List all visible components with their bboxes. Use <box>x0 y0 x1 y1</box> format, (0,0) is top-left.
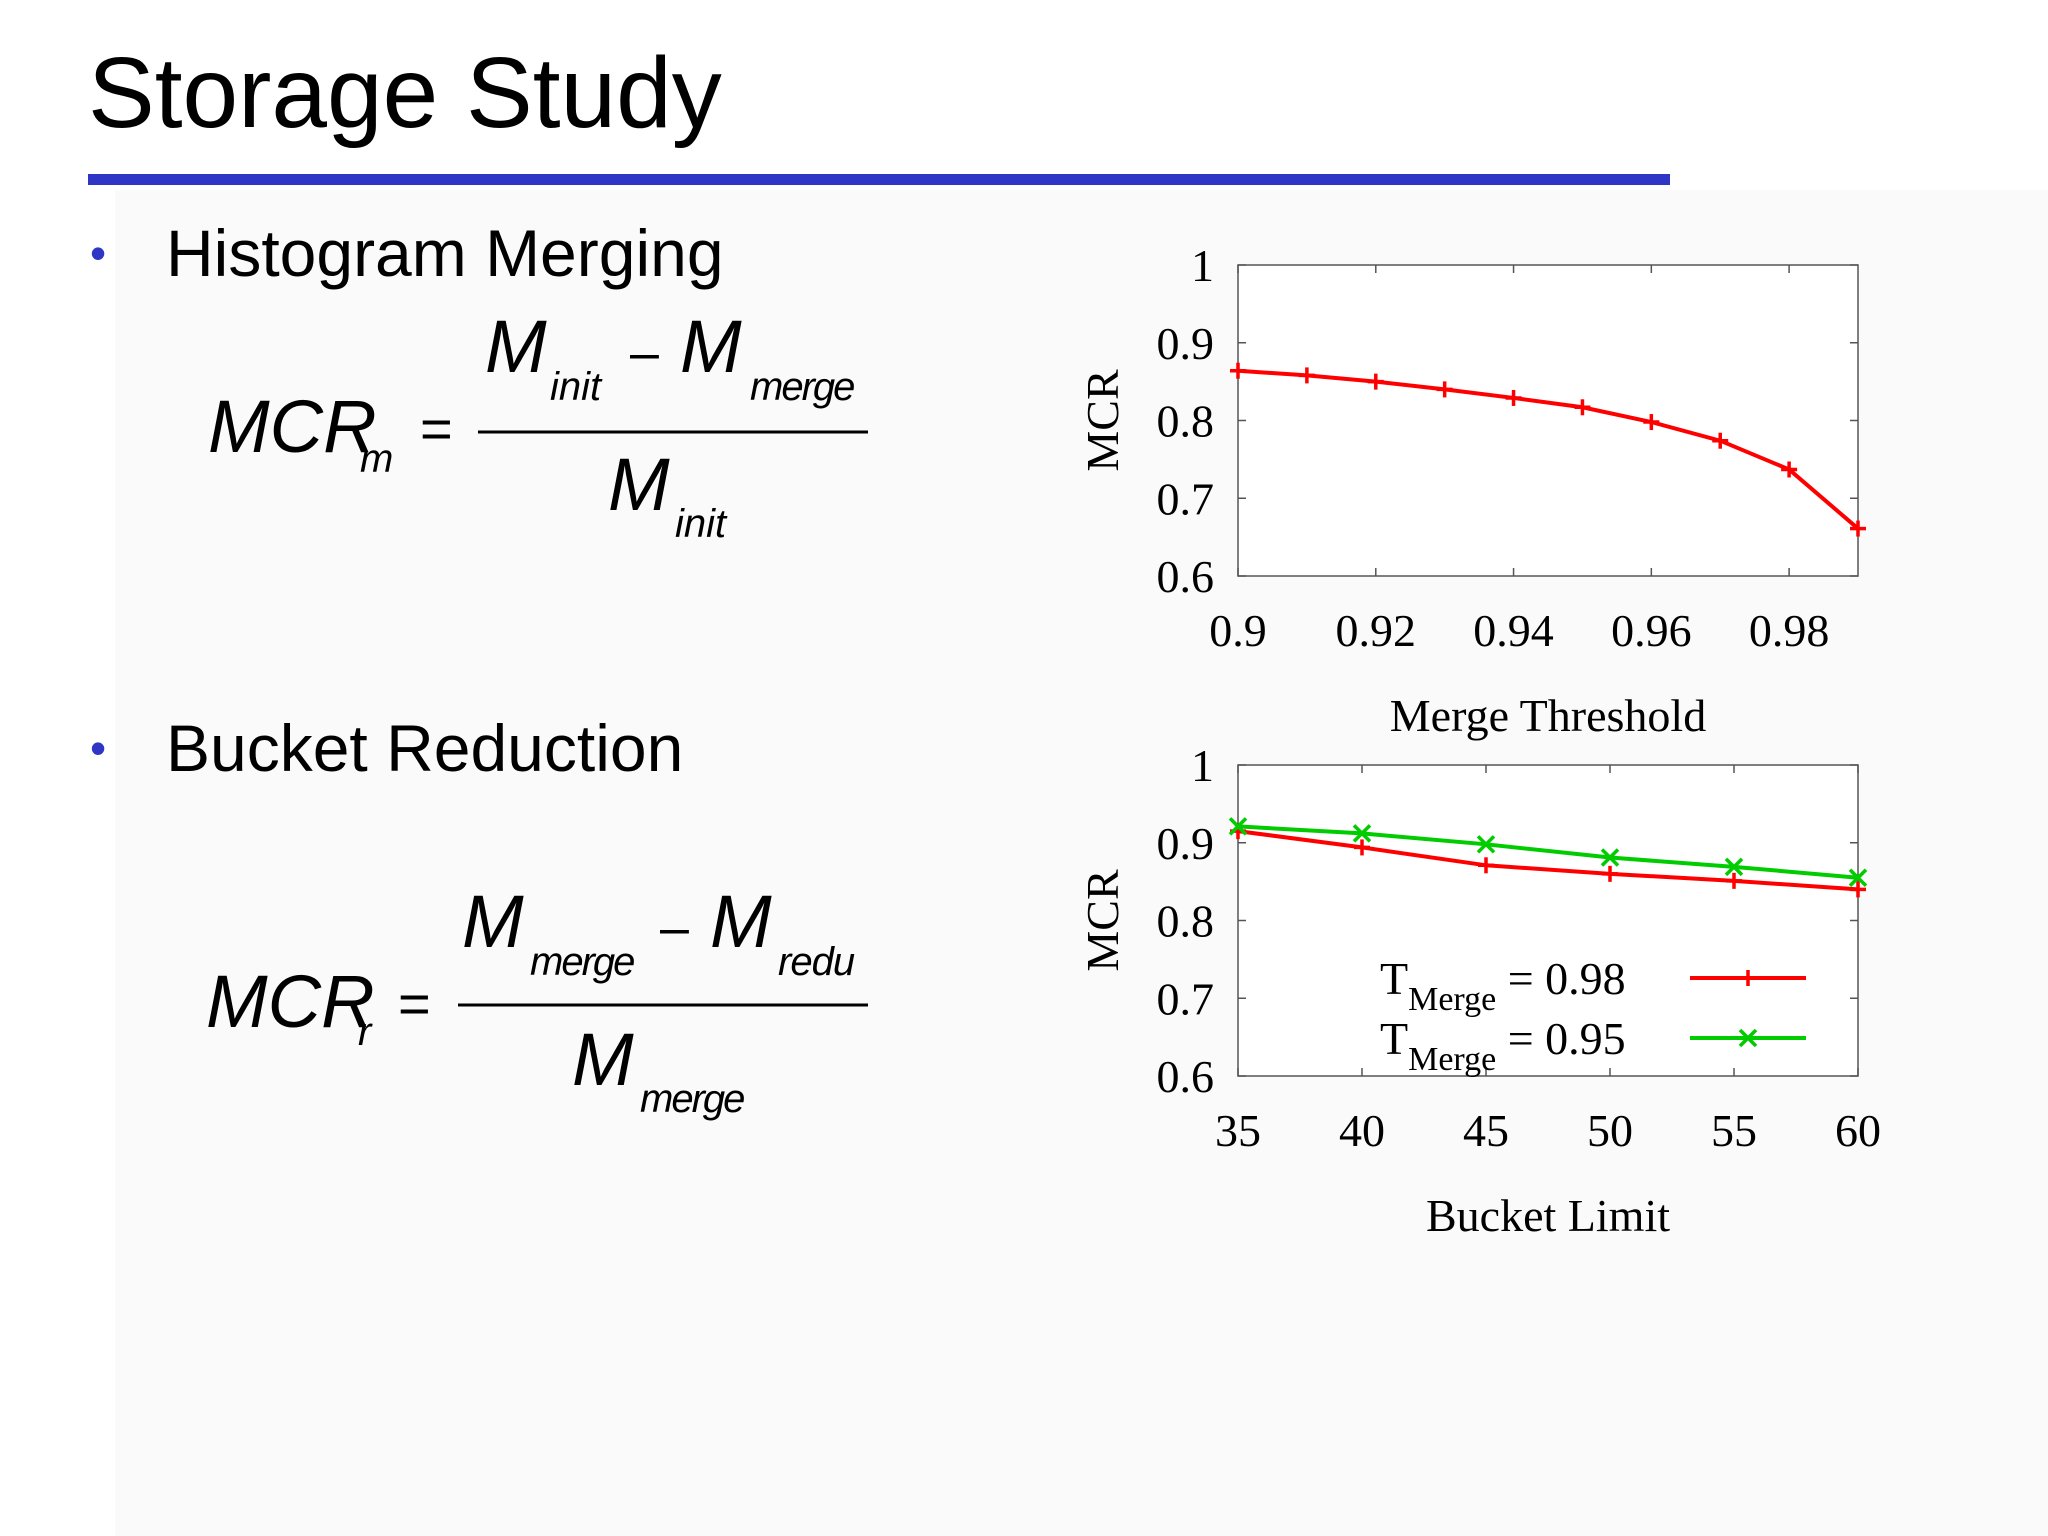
slide-title: Storage Study <box>88 37 722 149</box>
chart-merge-threshold: 0.6 0.7 0.8 0.9 1 0.9 0.92 0.94 0.96 0.98 Merge Th… <box>1000 220 1950 760</box>
x-tick-label: 60 <box>1835 1105 1881 1156</box>
formula-merging: MCR m = M init – M merge M init <box>200 305 900 560</box>
x-axis-label: Merge Threshold <box>1390 690 1706 741</box>
formula-den: M <box>608 443 670 526</box>
plot-frame <box>1237 764 1859 1077</box>
formula-num-a-sub: init <box>550 365 603 409</box>
x-tick-label: 0.9 <box>1209 605 1267 656</box>
cross-marker <box>1352 824 1372 843</box>
formula-equals: = <box>398 972 431 1035</box>
formula-minus: – <box>660 899 689 957</box>
x-tick-label: 0.98 <box>1749 605 1830 656</box>
y-tick-label: 0.6 <box>1157 551 1215 602</box>
formula-lhs: MCR <box>206 960 375 1043</box>
cross-marker <box>1848 868 1868 887</box>
cross-marker <box>1738 1028 1758 1048</box>
plus-marker <box>1574 399 1591 416</box>
y-tick-label: 0.8 <box>1157 396 1215 447</box>
plus-marker <box>1850 520 1866 537</box>
formula-minus: – <box>630 324 659 382</box>
legend-label: TMerge = 0.95 <box>1380 1013 1626 1078</box>
y-tick-label: 1 <box>1191 740 1214 791</box>
plus-marker <box>1850 881 1866 898</box>
plus-marker <box>1740 970 1756 986</box>
plus-marker <box>1230 362 1246 379</box>
chart-bucket-limit: 0.6 0.7 0.8 0.9 1 35 40 45 50 55 60 Bucket Limit MCR… <box>1000 720 1950 1260</box>
series-line <box>1237 824 1859 880</box>
formula-den-sub: merge <box>640 1077 744 1121</box>
plus-marker <box>1781 461 1798 478</box>
formula-num-b: M <box>710 895 772 963</box>
bullet-text: Histogram Merging <box>166 216 724 290</box>
cross-marker <box>1724 857 1744 877</box>
plus-marker <box>1436 381 1453 398</box>
cross-marker <box>1228 817 1248 836</box>
plus-marker <box>1298 367 1315 384</box>
plus-marker <box>1712 432 1729 449</box>
bullet-dot-icon: • <box>90 722 107 774</box>
y-tick-label: 0.7 <box>1157 473 1215 524</box>
bullet-bucket-reduction: • Bucket Reduction <box>90 710 683 786</box>
formula-num-b-sub: merge <box>750 365 854 409</box>
plus-marker <box>1726 872 1742 889</box>
bullet-dot-icon: • <box>90 227 107 279</box>
x-tick-label: 45 <box>1463 1105 1509 1156</box>
y-axis-label: MCR <box>1077 869 1128 972</box>
x-axis-label: Bucket Limit <box>1426 1190 1670 1241</box>
formula-den: M <box>572 1018 634 1101</box>
y-axis-label: MCR <box>1077 369 1128 472</box>
plus-marker <box>1643 414 1660 431</box>
plot-frame <box>1237 264 1859 577</box>
plus-marker <box>1602 865 1618 882</box>
x-tick-label: 35 <box>1215 1105 1261 1156</box>
y-tick-label: 1 <box>1191 240 1214 291</box>
series-line <box>1237 829 1859 892</box>
y-tick-label: 0.9 <box>1157 318 1215 369</box>
formula-equals: = <box>420 397 453 460</box>
series-line <box>1237 368 1860 531</box>
plus-marker <box>1478 857 1494 874</box>
x-tick-label: 0.96 <box>1611 605 1692 656</box>
formula-num-b-sub: redu <box>778 940 855 984</box>
formula-num-a: M <box>462 895 524 963</box>
formula-den-sub: init <box>675 502 728 546</box>
legend-label: TMerge = 0.98 <box>1380 953 1626 1018</box>
bullet-text: Bucket Reduction <box>166 711 684 785</box>
title-underline <box>88 174 1670 185</box>
cross-marker <box>1476 835 1496 854</box>
chart-merge-threshold-svg: 0.6 0.7 0.8 0.9 1 0.9 0.92 0.94 0.96 0.98 Merge Th… <box>1077 240 1866 741</box>
y-tick-label: 0.6 <box>1157 1051 1215 1102</box>
x-tick-label: 0.94 <box>1473 605 1554 656</box>
cross-marker <box>1600 848 1620 867</box>
formula-lhs: MCR <box>208 385 377 468</box>
x-tick-label: 55 <box>1711 1105 1757 1156</box>
bullet-histogram-merging: • Histogram Merging <box>90 215 724 291</box>
formula-num-b: M <box>680 320 742 388</box>
plus-marker <box>1505 389 1522 406</box>
formula-reduction: MCR r = M merge – M redu M merge <box>200 880 900 1135</box>
formula-lhs-sub: r <box>358 1010 373 1054</box>
chart-bucket-limit-svg: 0.6 0.7 0.8 0.9 1 35 40 45 50 55 60 Bucket Limit MCR… <box>1077 740 1881 1241</box>
plus-marker <box>1354 839 1370 856</box>
x-tick-label: 0.92 <box>1336 605 1417 656</box>
y-tick-label: 0.9 <box>1157 818 1215 869</box>
formula-num-a-sub: merge <box>530 940 634 984</box>
formula-num-a: M <box>485 320 547 388</box>
x-tick-label: 40 <box>1339 1105 1385 1156</box>
x-tick-label: 50 <box>1587 1105 1633 1156</box>
plus-marker <box>1367 373 1384 390</box>
y-tick-label: 0.7 <box>1157 973 1215 1024</box>
y-tick-label: 0.8 <box>1157 896 1215 947</box>
formula-lhs-sub: m <box>360 437 393 481</box>
